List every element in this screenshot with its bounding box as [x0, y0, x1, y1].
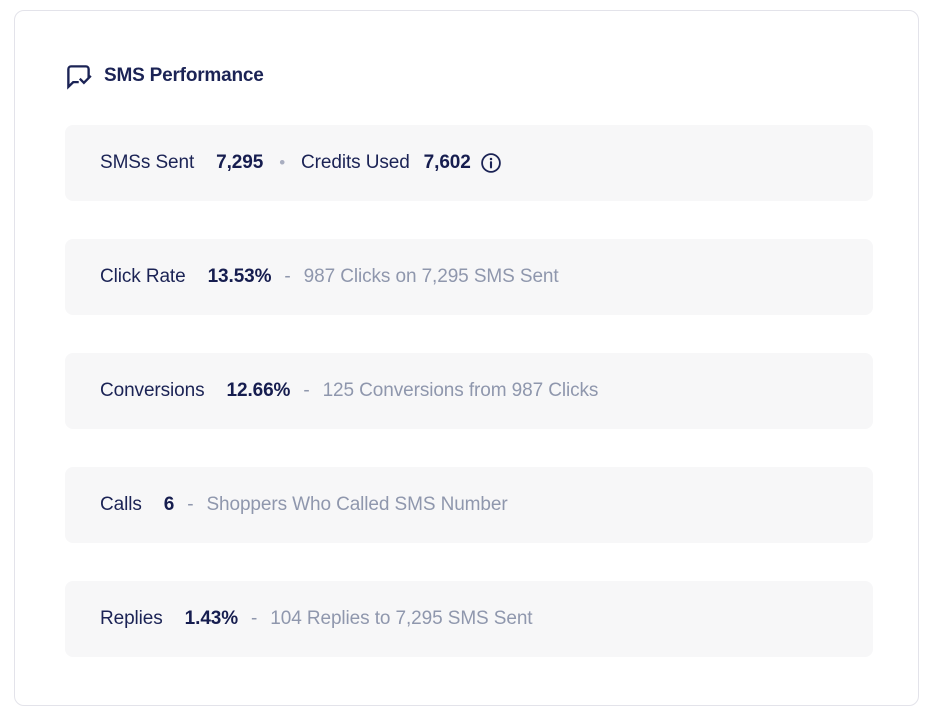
card-title: SMS Performance — [104, 65, 264, 86]
chat-bubble-check-icon — [65, 63, 92, 90]
stat-value: 12.66% — [226, 380, 291, 401]
dot-separator: • — [279, 153, 286, 172]
card-header: SMS Performance — [65, 61, 918, 91]
stat-label: Credits Used — [301, 152, 410, 173]
stat-row-replies: Replies 1.43% - 104 Replies to 7,295 SMS… — [65, 581, 873, 657]
stat-value: 6 — [163, 494, 175, 515]
stat-label: Replies — [100, 608, 163, 629]
sms-performance-card: SMS Performance SMSs Sent 7,295 • Credit… — [14, 10, 919, 706]
stat-description: 125 Conversions from 987 Clicks — [322, 380, 599, 401]
dash-separator: - — [303, 380, 310, 401]
stat-label: Conversions — [100, 380, 205, 401]
dash-separator: - — [187, 494, 194, 515]
stat-row-calls: Calls 6 - Shoppers Who Called SMS Number — [65, 467, 873, 543]
stat-label: Calls — [100, 494, 142, 515]
stat-value: 7,295 — [216, 152, 264, 173]
info-icon[interactable] — [480, 152, 502, 174]
stat-value: 1.43% — [184, 608, 239, 629]
dash-separator: - — [284, 266, 291, 287]
stat-description: 987 Clicks on 7,295 SMS Sent — [303, 266, 559, 287]
stat-description: 104 Replies to 7,295 SMS Sent — [270, 608, 533, 629]
stat-row-click-rate: Click Rate 13.53% - 987 Clicks on 7,295 … — [65, 239, 873, 315]
stat-row-conversions: Conversions 12.66% - 125 Conversions fro… — [65, 353, 873, 429]
stat-row-sms-sent: SMSs Sent 7,295 • Credits Used 7,602 — [65, 125, 873, 201]
dash-separator: - — [251, 608, 258, 629]
stat-value: 13.53% — [207, 266, 272, 287]
stat-value: 7,602 — [423, 152, 471, 173]
stat-label: Click Rate — [100, 266, 186, 287]
stat-label: SMSs Sent — [100, 152, 195, 173]
stat-description: Shoppers Who Called SMS Number — [206, 494, 508, 515]
